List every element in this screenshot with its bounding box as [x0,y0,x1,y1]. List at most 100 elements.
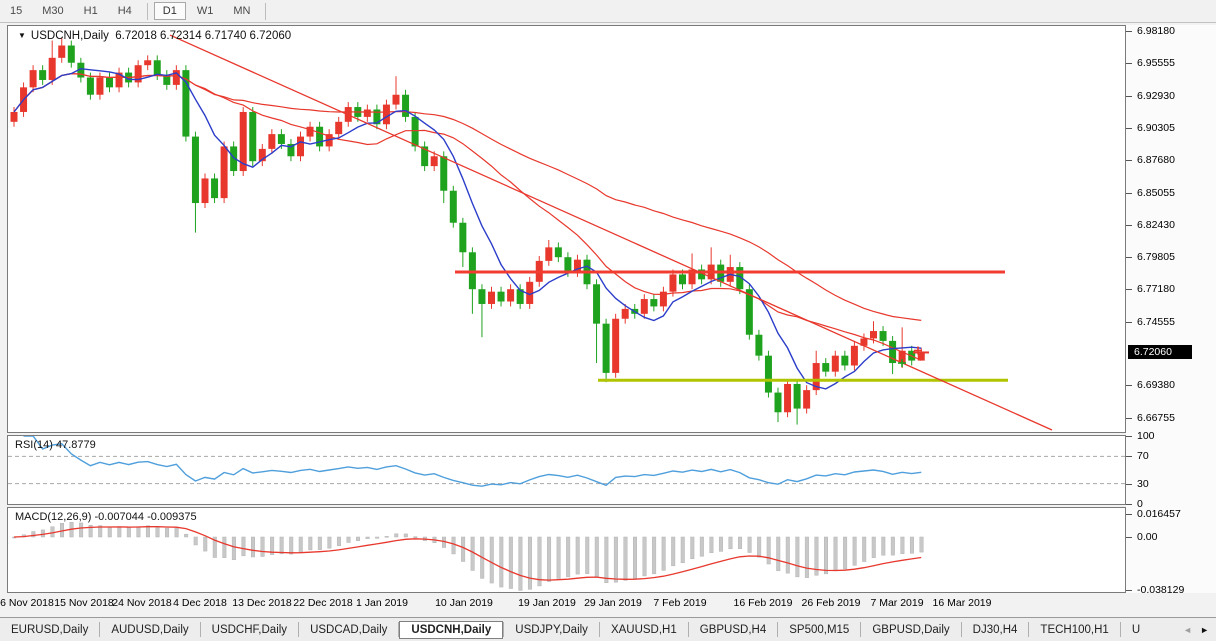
chart-symbol-period: USDCNH,Daily [30,30,109,42]
macd-axis-label-tick [1126,537,1132,538]
timeframe-button-w1[interactable]: W1 [196,5,214,17]
tab-usdcad-daily[interactable]: USDCAD,Daily [310,623,388,636]
date-axis-label: 29 Jan 2019 [584,597,642,609]
macd-axis-label: 0.00 [1137,531,1158,543]
moving-average-7 [13,67,922,390]
price-axis-label: 6.79805 [1137,251,1175,264]
price-axis-label-tick [1126,95,1132,97]
price-axis-label: 6.92930 [1137,89,1175,102]
tab-usdcnh-daily[interactable]: USDCNH,Daily [399,620,504,639]
tab-separator [503,622,505,637]
price-axis-label-tick [1126,127,1132,129]
price-axis-label: 6.85055 [1137,186,1175,199]
tab-separator [687,622,689,637]
moving-average-20 [13,72,922,361]
price-axis-label-tick [1126,385,1132,387]
tab-gbpusd-h4[interactable]: GBPUSD,H4 [699,623,767,636]
tab-tech100-h1[interactable]: TECH100,H1 [1040,623,1109,636]
tab-u[interactable]: U [1131,623,1141,636]
rsi-indicator-panel[interactable]: RSI(14) 47.8779 [7,435,1126,505]
rsi-axis-label: 100 [1137,430,1155,442]
timeframe-button-h1[interactable]: H1 [83,5,98,17]
macd-axis-label-tick [1126,589,1132,591]
timeframe-button-15[interactable]: 15 [10,5,23,17]
price-axis-label-tick [1126,289,1132,291]
price-axis-label-tick [1126,63,1132,65]
timeframe-button-d1[interactable]: D1 [153,2,186,20]
chart-dropdown-icon[interactable]: ▼ [18,31,26,40]
tab-usdjpy-daily[interactable]: USDJPY,Daily [515,623,588,636]
tab-separator [960,622,962,637]
date-axis-label: 7 Mar 2019 [870,597,924,609]
rsi-axis-label: 0 [1137,498,1143,510]
chart-tab-bar: EURUSD,Daily AUDUSD,Daily USDCHF,Daily USDC… [0,617,1216,641]
price-axis-label: 6.77180 [1137,283,1175,296]
price-axis-label: 6.82430 [1137,218,1175,231]
timeframe-button-mn[interactable]: MN [233,5,251,17]
tab-separator [1119,622,1121,637]
price-axis-label: 6.69380 [1137,379,1175,392]
date-axis-label: 1 Jan 2019 [356,597,408,609]
price-chart-panel[interactable]: ▼ USDCNH,Daily 6.72018 6.72314 6.71740 6.… [7,25,1126,433]
rsi-chart[interactable] [8,436,1125,504]
price-axis-label-tick [1126,192,1132,194]
rsi-axis-label-tick [1126,456,1132,458]
toolbar-separator [146,2,148,20]
date-axis-label: 7 Feb 2019 [653,597,707,609]
price-axis-label: 6.74555 [1137,315,1175,328]
price-axis-label-tick [1126,224,1132,226]
tab-gbpusd-daily[interactable]: GBPUSD,Daily [872,623,950,636]
date-axis-label: 10 Jan 2019 [435,597,493,609]
macd-axis-label: -0.038129 [1137,583,1185,596]
date-axis-label: 6 Nov 2018 [0,597,54,609]
tab-separator [398,622,400,637]
macd-signal-line [13,526,922,581]
timeframe-button-m30[interactable]: M30 [42,5,64,17]
tab-separator [298,622,300,637]
price-axis-label-tick [1126,321,1132,323]
price-axis-label-tick [1126,160,1132,162]
tab-scroll-right-icon[interactable]: ► [1200,624,1209,635]
tab-xauusd-h1[interactable]: XAUUSD,H1 [610,623,677,636]
tab-dj30-h4[interactable]: DJ30,H4 [972,623,1018,636]
tab-eurusd-daily[interactable]: EURUSD,Daily [11,623,89,636]
rsi-axis-label-tick [1126,436,1132,437]
toolbar-separator [265,2,267,20]
descending-trendline[interactable] [169,34,1053,431]
rsi-axis-label-tick [1126,483,1132,485]
macd-histogram [12,521,924,591]
current-price-tag: 6.72060 [1128,345,1192,360]
rsi-label: RSI(14) 47.8779 [15,439,96,451]
tab-scroll-left-icon[interactable]: ◄ [1183,624,1193,635]
date-axis-label: 24 Nov 2018 [112,597,172,609]
macd-indicator-panel[interactable]: MACD(12,26,9) -0.007044 -0.009375 [7,507,1126,593]
timeframe-button-h4[interactable]: H4 [117,5,132,17]
price-axis-label: 6.87680 [1137,154,1175,167]
tab-scroll-arrows: ◄ ► [1179,625,1216,635]
date-axis[interactable]: 6 Nov 2018 15 Nov 2018 24 Nov 2018 4 Dec 20… [0,594,1126,617]
tab-sp500-m15[interactable]: SP500,M15 [789,623,850,636]
date-axis-label: 16 Mar 2019 [932,597,992,609]
tab-audusd-daily[interactable]: AUDUSD,Daily [111,623,189,636]
macd-chart[interactable] [8,508,1125,592]
tab-usdchf-daily[interactable]: USDCHF,Daily [211,623,288,636]
price-axis-label-tick [1126,30,1132,32]
date-axis-label: 13 Dec 2018 [232,597,292,609]
date-axis-label: 4 Dec 2018 [173,597,227,609]
rsi-axis-label-tick [1126,504,1132,505]
price-axis-label-tick [1126,257,1132,259]
rsi-axis-label: 30 [1137,477,1149,490]
timeframe-toolbar: 15 M30 H1 H4 D1 W1 MN [0,0,1216,23]
date-axis-label: 19 Jan 2019 [518,597,576,609]
candlestick-chart[interactable] [8,26,1125,432]
tab-separator [199,622,201,637]
price-axis-label: 6.90305 [1137,121,1175,134]
macd-axis-label-tick [1126,514,1132,516]
date-axis-label: 22 Dec 2018 [293,597,353,609]
price-axis[interactable]: 6.98180 6.95555 6.92930 6.90305 6.87680 6.850… [1126,25,1216,596]
moving-average-45 [13,72,922,321]
chart-title: ▼ USDCNH,Daily 6.72018 6.72314 6.71740 6.… [18,30,291,42]
price-axis-label: 6.95555 [1137,57,1175,70]
rsi-axis-label: 70 [1137,450,1149,463]
